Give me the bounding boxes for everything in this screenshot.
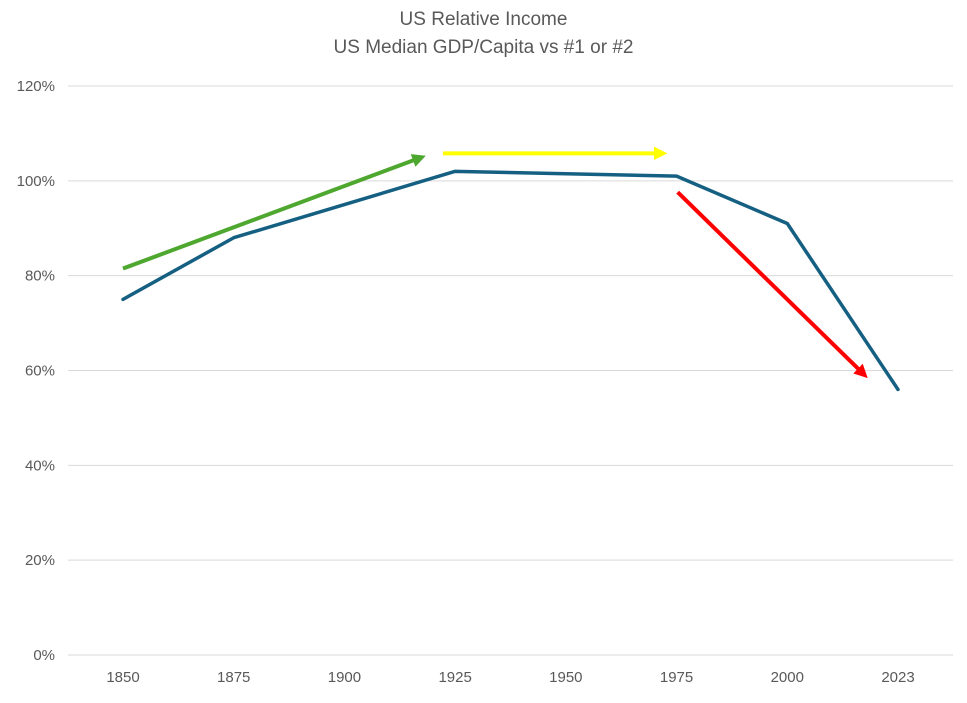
y-axis-tick-label: 120% — [17, 78, 55, 95]
y-axis-tick-label: 100% — [17, 173, 55, 190]
y-axis-tick-label: 60% — [25, 363, 55, 380]
x-axis-tick-label: 2023 — [881, 669, 914, 686]
data-series-line — [121, 169, 900, 392]
y-axis-tick-label: 80% — [25, 268, 55, 285]
y-axis-tick-label: 40% — [25, 457, 55, 474]
x-axis-tick-label: 1875 — [217, 669, 250, 686]
x-axis-tick-label: 1850 — [106, 669, 139, 686]
y-axis-tick-label: 20% — [25, 552, 55, 569]
x-axis-tick-label: 1975 — [660, 669, 693, 686]
x-axis-tick-label: 1925 — [438, 669, 471, 686]
x-axis-tick-label: 1900 — [328, 669, 361, 686]
y-axis-tick-label: 0% — [33, 647, 55, 664]
falling-trend-arrow — [676, 190, 868, 379]
x-axis-tick-label: 2000 — [771, 669, 804, 686]
rising-trend-arrow — [122, 154, 426, 271]
x-axis-tick-label: 1950 — [549, 669, 582, 686]
